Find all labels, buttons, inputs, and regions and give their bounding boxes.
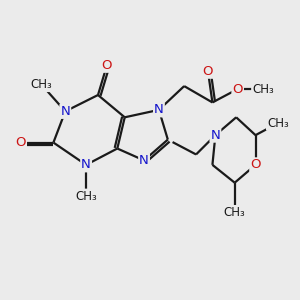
Text: N: N [154,103,164,116]
Text: O: O [16,136,26,149]
Text: N: N [139,154,149,167]
Text: CH₃: CH₃ [75,190,97,202]
Text: CH₃: CH₃ [31,78,52,91]
Text: O: O [232,82,243,96]
Text: CH₃: CH₃ [267,117,289,130]
Text: CH₃: CH₃ [224,206,246,219]
Text: O: O [250,158,261,171]
Text: O: O [102,59,112,72]
Text: O: O [203,65,213,78]
Text: N: N [60,105,70,118]
Text: N: N [211,129,220,142]
Text: CH₃: CH₃ [252,82,274,96]
Text: N: N [81,158,91,171]
